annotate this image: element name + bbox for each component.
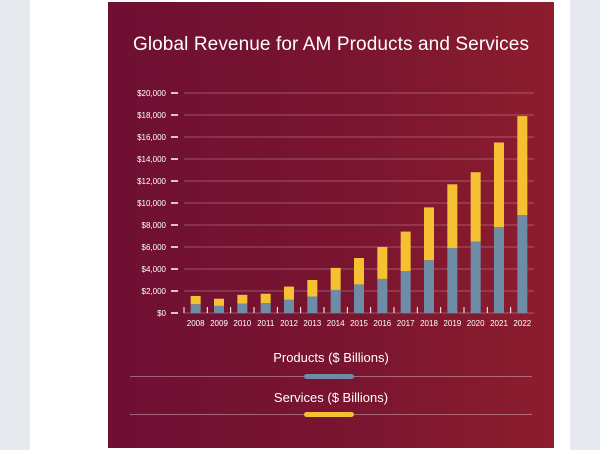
- bar-products: [354, 284, 364, 313]
- bar-services: [400, 231, 411, 272]
- page-background: Global Revenue for AM Products and Servi…: [30, 0, 570, 450]
- legend-label-products: Products ($ Billions): [273, 350, 389, 365]
- bar-products: [470, 241, 481, 313]
- x-tick-label: 2011: [257, 319, 275, 328]
- bar-products: [307, 296, 318, 313]
- x-tick-label: 2008: [187, 319, 205, 328]
- bar-products: [190, 304, 201, 313]
- bar-products: [517, 215, 528, 313]
- bar-products: [330, 289, 341, 313]
- chart-plot-area: $0 $2,000 $4,000 $6,000 $8,000 $10,000 $12,000…: [137, 89, 534, 328]
- bar-products: [214, 305, 224, 313]
- x-tick-label: 2017: [397, 319, 415, 328]
- bar-services: [190, 295, 201, 305]
- bar-products: [260, 303, 271, 313]
- bar-services: [354, 258, 364, 285]
- x-tick-label: 2021: [490, 319, 508, 328]
- bar-products: [377, 278, 388, 313]
- chart-card: Global Revenue for AM Products and Servi…: [108, 2, 554, 448]
- y-tick-label: $0: [157, 309, 166, 318]
- x-tick-label: 2009: [210, 319, 228, 328]
- x-tick-label: 2013: [303, 319, 321, 328]
- bar-services: [494, 142, 504, 228]
- bar-services: [260, 293, 271, 304]
- legend-swatch-services: [304, 412, 354, 417]
- bar-products: [237, 303, 248, 313]
- y-tick-label: $4,000: [142, 265, 167, 274]
- y-tick-label: $8,000: [142, 221, 167, 230]
- y-tick-label: $14,000: [137, 155, 166, 164]
- x-tick-label: 2022: [513, 319, 531, 328]
- y-tick-label: $18,000: [137, 111, 166, 120]
- bar-services: [307, 280, 318, 297]
- bar-products: [494, 227, 504, 313]
- legend-label-services: Services ($ Billions): [273, 390, 389, 405]
- bar-products: [424, 260, 434, 313]
- y-tick-label: $2,000: [142, 287, 167, 296]
- y-tick-label: $16,000: [137, 133, 166, 142]
- bar-services: [517, 116, 528, 216]
- x-tick-label: 2014: [327, 319, 345, 328]
- bar-services: [447, 184, 458, 249]
- bar-services: [377, 247, 388, 279]
- y-tick-label: $10,000: [137, 199, 166, 208]
- y-tick-label: $12,000: [137, 177, 166, 186]
- y-tick-label: $6,000: [142, 243, 167, 252]
- bar-services: [284, 286, 294, 300]
- x-tick-label: 2018: [420, 319, 438, 328]
- x-tick-label: 2019: [443, 319, 461, 328]
- bar-products: [447, 248, 458, 313]
- bar-services: [470, 172, 481, 242]
- bar-services: [214, 298, 224, 306]
- x-tick-label: 2015: [350, 319, 368, 328]
- legend-swatch-products: [304, 374, 354, 379]
- bar-products: [400, 271, 411, 313]
- x-tick-label: 2012: [280, 319, 298, 328]
- bar-products: [284, 299, 294, 313]
- y-tick-label: $20,000: [137, 89, 166, 98]
- bar-services: [330, 267, 341, 290]
- x-tick-label: 2016: [373, 319, 391, 328]
- chart-title: Global Revenue for AM Products and Servi…: [132, 34, 530, 55]
- x-tick-label: 2020: [467, 319, 485, 328]
- bar-services: [424, 207, 434, 261]
- bar-services: [237, 294, 248, 304]
- x-tick-label: 2010: [233, 319, 251, 328]
